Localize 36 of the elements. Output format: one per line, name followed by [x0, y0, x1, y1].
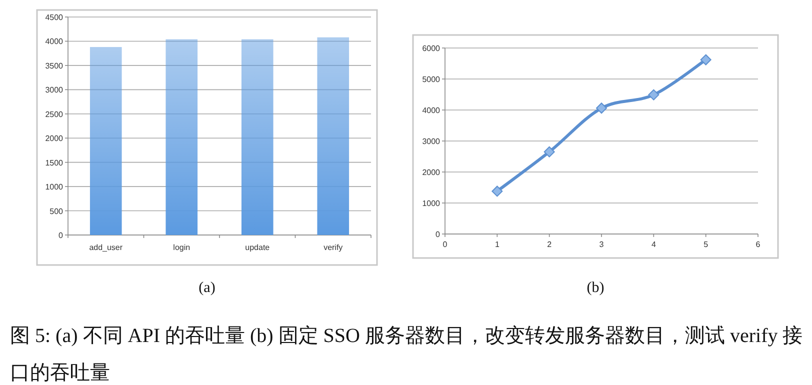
y-tick-label: 500	[50, 206, 64, 216]
x-tick-label: login	[173, 243, 190, 252]
y-tick-label: 1000	[45, 182, 64, 192]
x-tick-label: 3	[599, 240, 604, 249]
y-tick-label: 1000	[422, 199, 441, 208]
x-tick-label: 0	[442, 240, 448, 249]
point	[596, 102, 607, 114]
x-tick-label: add_user	[89, 243, 123, 252]
point	[492, 186, 503, 197]
caption: 图 5: (a) 不同 API 的吞吐量 (b) 固定 SSO 服务器数目，改变转发服务器数目，测试 verify 接口的吞吐量	[10, 324, 804, 385]
y-tick-label: 2000	[45, 134, 64, 144]
x-tick-label: 1	[494, 240, 500, 249]
y-tick-label: 4000	[422, 106, 441, 115]
x-tick-label: 6	[756, 240, 761, 249]
y-tick-label: 3500	[45, 61, 64, 70]
y-tick-label: 4500	[45, 13, 64, 22]
y-tick-label: 2500	[45, 110, 64, 119]
x-tick-label: 4	[651, 240, 656, 249]
point	[700, 54, 712, 66]
point	[648, 89, 660, 100]
x-tick-label: update	[245, 243, 270, 252]
y-tick-label: 0	[436, 230, 441, 239]
y-tick-label: 3000	[422, 137, 441, 146]
y-tick-label: 6000	[422, 44, 441, 53]
x-tick-label: 2	[547, 240, 552, 249]
y-tick-label: 0	[58, 231, 64, 240]
y-tick-label: 1500	[45, 158, 64, 168]
y-tick-label: 3000	[45, 86, 64, 95]
text: (b)	[586, 280, 604, 296]
x-tick-label: 5	[704, 240, 709, 249]
x-tick-label: verify	[324, 243, 343, 252]
text: (a)	[198, 280, 216, 296]
y-tick-label: 2000	[422, 168, 441, 177]
y-tick-label: 5000	[422, 75, 441, 84]
y-tick-label: 4000	[45, 37, 64, 46]
point	[544, 146, 555, 158]
